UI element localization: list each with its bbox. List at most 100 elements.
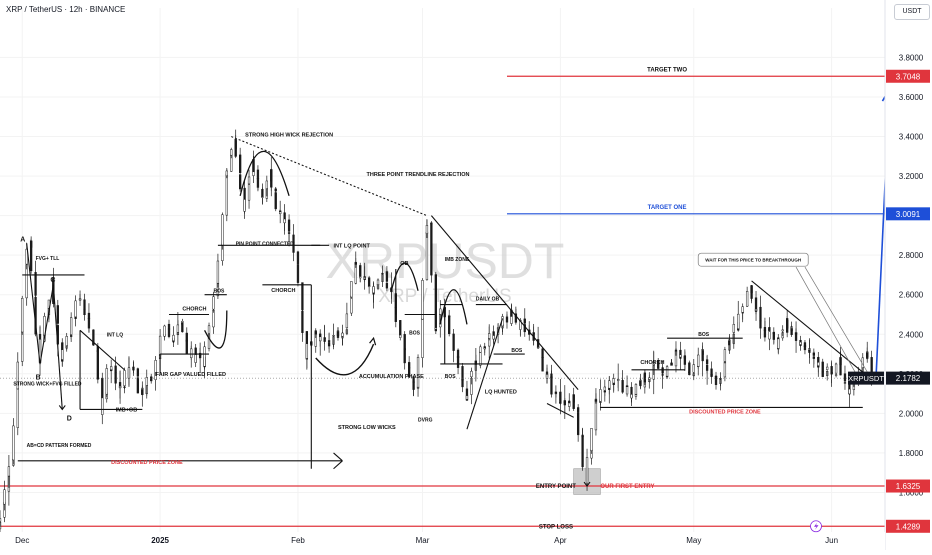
candle-body xyxy=(848,388,851,395)
candle-body xyxy=(625,385,629,388)
candle-body xyxy=(612,378,615,384)
price-tag-stop xyxy=(886,519,930,533)
candle-body xyxy=(198,353,202,359)
candle-body xyxy=(167,328,171,337)
candle-body xyxy=(826,366,829,370)
candle-body xyxy=(572,394,575,409)
annotation-lq-hunted: LQ HUNTED xyxy=(485,390,517,396)
annotation-int-lq: INT LQ xyxy=(107,332,123,338)
candle-body xyxy=(221,214,224,246)
candle-body xyxy=(381,272,384,275)
annotation-three-point: THREE POINT TRENDLINE REJECTION xyxy=(367,172,470,178)
current-price-tag xyxy=(886,371,930,385)
candle-body xyxy=(519,319,522,330)
candle-body xyxy=(141,389,144,396)
candle-body xyxy=(768,327,771,331)
price-tag-label-entry: 1.6325 xyxy=(896,482,921,491)
candle-body xyxy=(479,346,482,353)
annotation-entry-note: OUR FIRST ENTRY xyxy=(600,484,654,490)
candle-body xyxy=(545,374,549,379)
candles xyxy=(0,129,873,533)
candle-body xyxy=(728,340,731,346)
candle-body xyxy=(301,310,304,333)
level-label-target-one: TARGET ONE xyxy=(648,205,687,211)
candle-body xyxy=(505,318,509,323)
candle-body xyxy=(25,248,28,265)
candle-body xyxy=(256,178,260,188)
candle-body xyxy=(599,389,602,402)
abcd-leg-3 xyxy=(52,284,63,410)
candle-body xyxy=(803,345,807,351)
candle-body xyxy=(372,286,375,294)
candle-body xyxy=(3,489,6,505)
candle-body xyxy=(603,386,606,391)
candle-body xyxy=(336,331,340,338)
abcd-leg-1 xyxy=(26,243,41,364)
candle-body xyxy=(670,362,673,366)
drawings xyxy=(0,87,898,487)
price-tag-target-one xyxy=(886,207,930,221)
candle-body xyxy=(96,350,99,380)
candle-body xyxy=(723,361,727,378)
candle-body xyxy=(496,327,500,329)
candle-body xyxy=(385,282,389,289)
candle-body xyxy=(118,385,122,389)
symbol-header: XRP / TetherUS · 12h · BINANCE xyxy=(6,5,126,14)
accumulation-curve xyxy=(315,343,375,376)
candle-body xyxy=(279,211,282,215)
imb-curve xyxy=(439,289,468,325)
candle-body xyxy=(594,399,598,402)
currency-button[interactable]: USDT xyxy=(894,4,930,20)
candle-body xyxy=(808,350,811,353)
candle-body xyxy=(759,306,762,322)
candle-body xyxy=(296,264,300,283)
candle-body xyxy=(12,425,15,461)
candle-body xyxy=(29,241,33,272)
candle-body xyxy=(674,349,678,352)
annotation-fair-gap: FAIR GAP VALUED FILLED xyxy=(156,372,226,378)
annotation-strong-low: STRONG LOW WICKS xyxy=(338,425,396,431)
discount-arrow-b xyxy=(333,460,343,470)
y-tick-label: 3.6000 xyxy=(899,93,924,102)
trendline-dotted xyxy=(231,136,428,217)
annotation-int-lq-point: INT LQ POINT xyxy=(334,243,371,249)
price-tag-label-target-one: 3.0091 xyxy=(896,210,921,219)
candle-body xyxy=(65,336,68,346)
candle-body xyxy=(594,398,598,431)
candle-body xyxy=(239,154,242,174)
candle-body xyxy=(163,325,166,337)
price-tag-label-target-two: 3.7048 xyxy=(896,72,921,81)
candle-body xyxy=(456,356,460,368)
candle-body xyxy=(692,364,695,373)
candle-body xyxy=(407,367,411,378)
candle-body xyxy=(172,334,175,342)
candle-body xyxy=(754,308,758,311)
annotation-strong-wick: STRONG WICK+FVG FILLED xyxy=(13,382,82,388)
annotation-dvrg: DVRG xyxy=(418,417,433,423)
annotation-choch-1: CHORCH xyxy=(182,307,206,313)
candle-body xyxy=(359,276,362,279)
candle-body xyxy=(212,296,215,310)
candle-body xyxy=(0,521,2,530)
candle-body xyxy=(21,330,24,362)
candle-body xyxy=(150,376,153,382)
candle-body xyxy=(550,376,553,395)
candle-body xyxy=(781,329,784,332)
candle-body xyxy=(56,305,59,324)
candle-body xyxy=(661,374,664,376)
candle-body xyxy=(367,285,371,287)
candle-body xyxy=(745,291,749,307)
annotation-bos-1: BOS xyxy=(213,289,225,295)
candle-body xyxy=(430,222,433,276)
candle-body xyxy=(345,313,349,329)
candle-body xyxy=(563,400,566,406)
candle-body xyxy=(350,281,353,298)
candle-body xyxy=(679,354,682,358)
candle-body xyxy=(812,356,815,359)
annotation-discount-2: DISCOUNTED PRICE ZONE xyxy=(689,409,761,415)
candle-body xyxy=(483,347,486,350)
candle-body xyxy=(425,231,429,280)
abcd-arrowhead xyxy=(58,405,66,411)
